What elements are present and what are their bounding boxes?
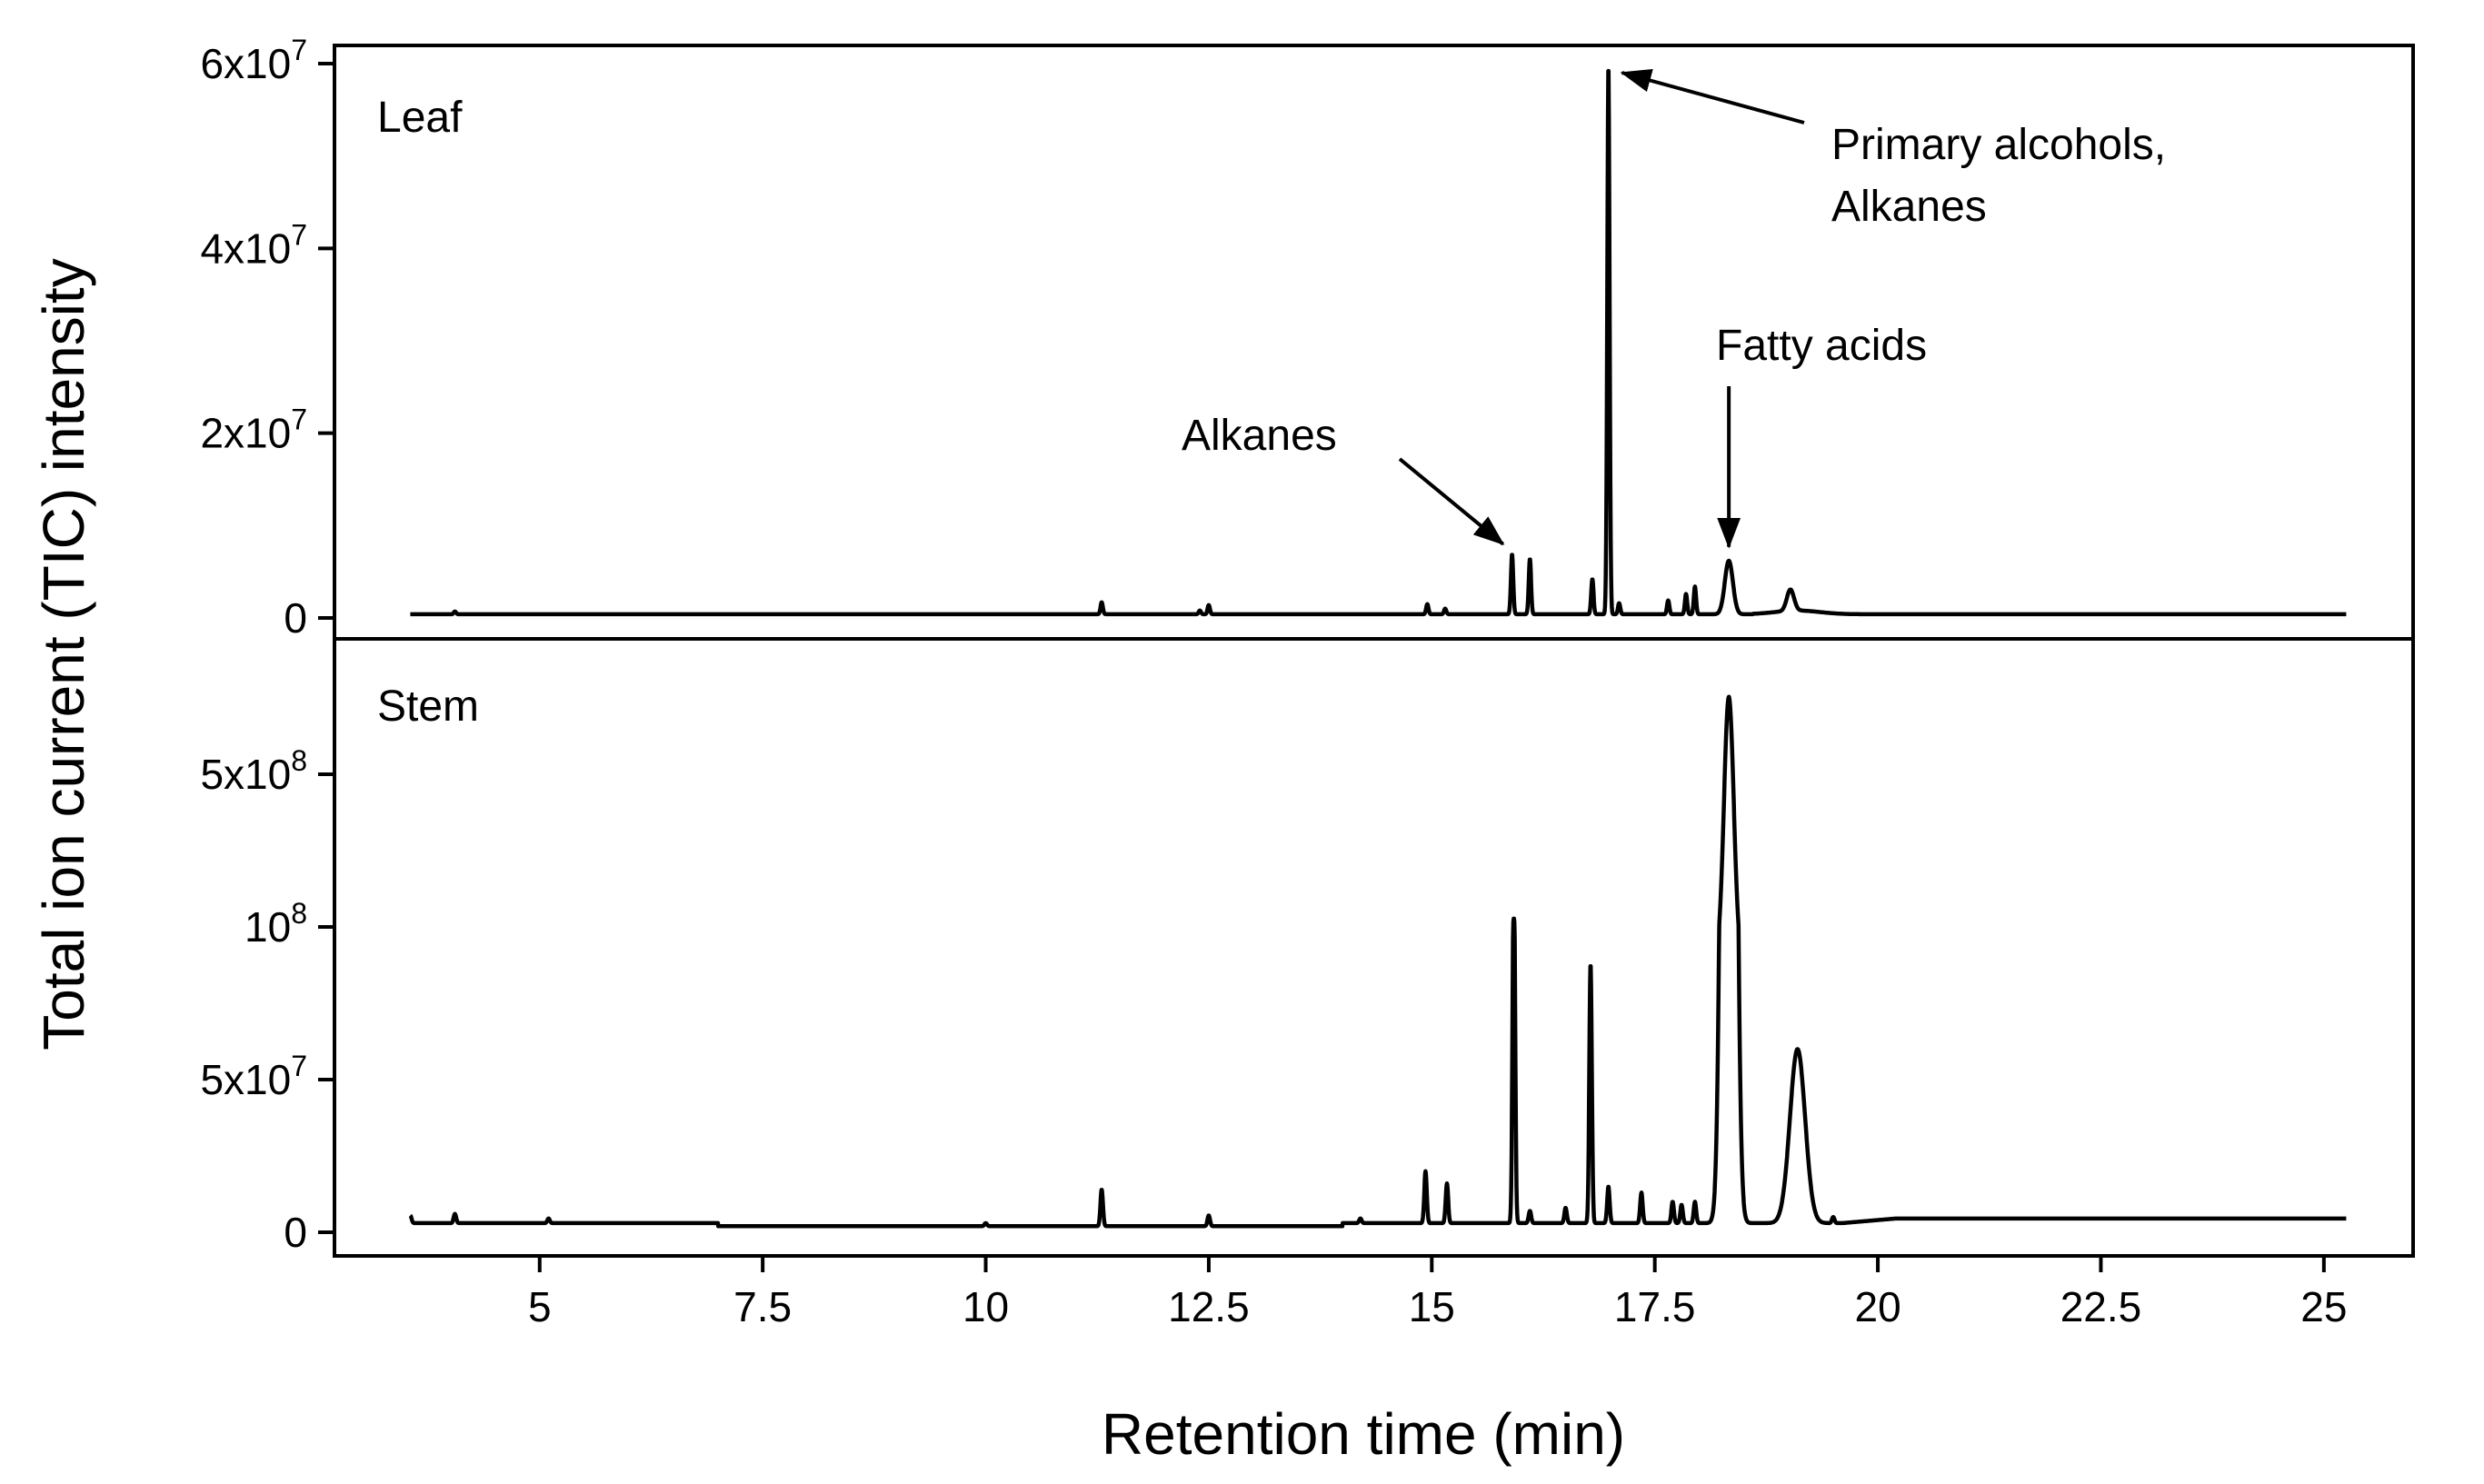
y-tick-label-stem: 5x107 bbox=[200, 1050, 307, 1103]
chromatogram-traces bbox=[408, 68, 2349, 1229]
panel-label-stem: Stem bbox=[377, 682, 479, 731]
y-tick-label-stem: 108 bbox=[244, 897, 307, 951]
annotation-primary-alcohols: Primary alcohols, bbox=[1831, 121, 2166, 169]
x-tick-label: 20 bbox=[1854, 1283, 1900, 1330]
y-tick-label-leaf: 2x107 bbox=[200, 403, 307, 457]
series-line-leaf bbox=[408, 68, 2349, 617]
y-tick-label-stem: 5x108 bbox=[200, 744, 307, 798]
x-tick-label: 10 bbox=[963, 1283, 1009, 1330]
annotation-primary-alcohols-line2: Alkanes bbox=[1831, 183, 1987, 231]
x-tick-label: 25 bbox=[2300, 1283, 2347, 1330]
panel-label-leaf: Leaf bbox=[377, 94, 463, 142]
x-tick-label: 7.5 bbox=[733, 1283, 792, 1330]
x-tick-label: 22.5 bbox=[2060, 1283, 2142, 1330]
y-axis-title: Total ion current (TIC) intensity bbox=[31, 258, 96, 1050]
x-tick-label: 12.5 bbox=[1168, 1283, 1250, 1330]
plot-frame bbox=[333, 44, 2415, 1258]
axis-ticks: 5 7.5 10 12.5 15 17.5 20 22.5 25 0 2x107 4x107 6x107… bbox=[200, 34, 2347, 1330]
x-tick-label: 5 bbox=[528, 1283, 552, 1330]
arrow-alkanes bbox=[1398, 457, 1505, 546]
y-tick-label-stem: 0 bbox=[284, 1209, 307, 1256]
y-tick-label-leaf: 4x107 bbox=[200, 218, 307, 272]
plot-border bbox=[333, 44, 2415, 1258]
y-tick-label-leaf: 6x107 bbox=[200, 34, 307, 87]
y-tick-label-leaf: 0 bbox=[284, 594, 307, 642]
x-axis-title: Retention time (min) bbox=[1102, 1401, 1625, 1467]
annotation-fatty-acids: Fatty acids bbox=[1716, 322, 1927, 370]
peak-annotations: Leaf Stem Primary alcohols, Alkanes Alkanes F… bbox=[377, 68, 2166, 731]
x-tick-label: 15 bbox=[1409, 1283, 1455, 1330]
x-tick-label: 17.5 bbox=[1614, 1283, 1696, 1330]
series-line-stem bbox=[408, 694, 2349, 1229]
annotation-alkanes: Alkanes bbox=[1182, 412, 1337, 460]
arrow-primary-alcohols bbox=[1620, 68, 1805, 124]
